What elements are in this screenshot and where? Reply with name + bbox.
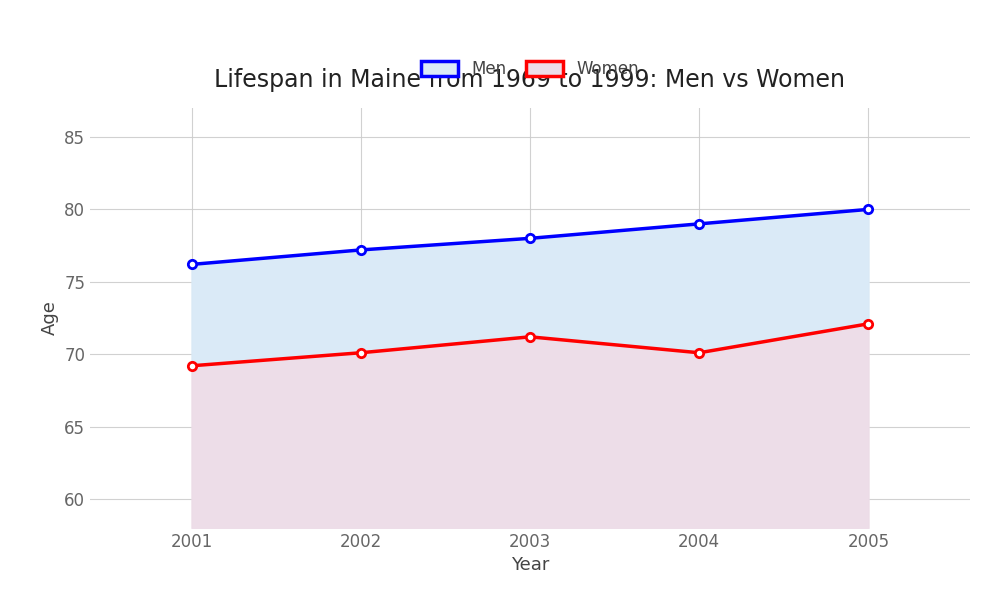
Legend: Men, Women: Men, Women <box>414 53 646 85</box>
X-axis label: Year: Year <box>511 556 549 574</box>
Y-axis label: Age: Age <box>41 301 59 335</box>
Title: Lifespan in Maine from 1969 to 1999: Men vs Women: Lifespan in Maine from 1969 to 1999: Men… <box>214 68 846 92</box>
